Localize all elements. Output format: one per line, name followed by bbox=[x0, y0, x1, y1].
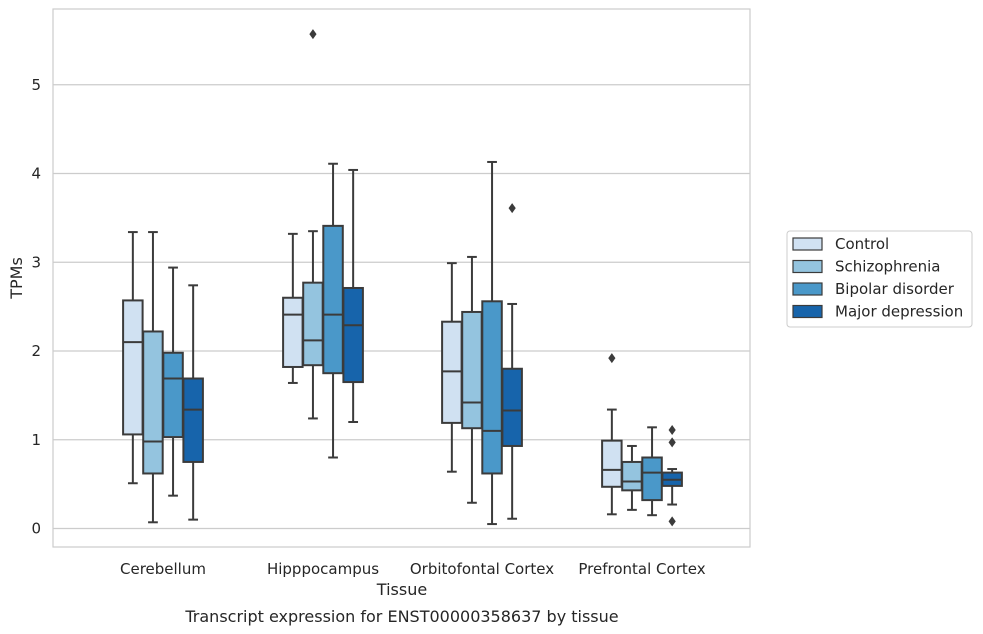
legend-label: Control bbox=[835, 235, 889, 253]
legend-item-bipolar-disorder: Bipolar disorder bbox=[792, 280, 955, 298]
y-tick-label: 0 bbox=[31, 520, 41, 538]
box-major-depression-cerebellum bbox=[182, 284, 204, 521]
gridlines bbox=[53, 84, 750, 530]
box-control-prefrontal-cortex bbox=[601, 353, 623, 516]
iqr-box bbox=[182, 377, 204, 463]
box-schizophrenia-cerebellum bbox=[142, 231, 164, 524]
x-tick-label-orbitofontal-cortex: Orbitofontal Cortex bbox=[410, 560, 554, 578]
boxplot-marks bbox=[122, 29, 683, 527]
y-axis-label: TPMs bbox=[7, 257, 26, 300]
box-major-depression-orbitofontal-cortex bbox=[501, 203, 523, 520]
box-schizophrenia-hipppocampus bbox=[302, 29, 324, 420]
box-schizophrenia-orbitofontal-cortex bbox=[461, 255, 483, 504]
box-major-depression-prefrontal-cortex bbox=[661, 424, 683, 527]
y-axis-ticks: 0 1 2 3 4 5 bbox=[31, 76, 41, 538]
legend-swatch bbox=[792, 237, 823, 251]
y-tick-label: 2 bbox=[31, 342, 41, 360]
legend-item-control: Control bbox=[792, 235, 889, 253]
box-bipolar-disorder-orbitofontal-cortex bbox=[481, 160, 503, 526]
box-control-cerebellum bbox=[122, 231, 144, 485]
x-axis-ticks: Cerebellum Hipppocampus Orbitofontal Corte… bbox=[120, 560, 706, 578]
iqr-box bbox=[142, 330, 164, 475]
legend-swatch bbox=[792, 259, 823, 274]
iqr-box bbox=[501, 367, 523, 447]
legend-swatch bbox=[792, 304, 823, 319]
box-bipolar-disorder-hipppocampus bbox=[322, 162, 344, 459]
outlier-point bbox=[668, 424, 676, 435]
box-control-hipppocampus bbox=[282, 232, 304, 384]
chart-caption: Transcript expression for ENST0000035863… bbox=[184, 607, 618, 626]
iqr-box bbox=[162, 351, 184, 439]
y-tick-label: 5 bbox=[31, 76, 41, 94]
iqr-box bbox=[342, 286, 364, 384]
box-bipolar-disorder-prefrontal-cortex bbox=[641, 426, 663, 517]
y-tick-label: 4 bbox=[31, 165, 41, 183]
iqr-box bbox=[481, 300, 503, 475]
outlier-point bbox=[608, 353, 616, 364]
y-tick-label: 3 bbox=[31, 253, 41, 271]
legend-swatch bbox=[792, 282, 823, 296]
iqr-box bbox=[322, 224, 344, 375]
outlier-point bbox=[668, 516, 676, 527]
outlier-point bbox=[508, 203, 516, 214]
box-major-depression-hipppocampus bbox=[342, 168, 364, 423]
box-bipolar-disorder-cerebellum bbox=[162, 266, 184, 497]
outlier-point bbox=[668, 437, 676, 448]
legend: Control Schizophrenia Bipolar disorder Majo… bbox=[786, 230, 973, 328]
legend-item-major-depression: Major depression bbox=[792, 303, 963, 321]
iqr-box bbox=[302, 281, 324, 367]
y-tick-label: 1 bbox=[31, 431, 41, 449]
plot-frame bbox=[52, 8, 751, 548]
legend-item-schizophrenia: Schizophrenia bbox=[792, 258, 940, 276]
iqr-box bbox=[122, 299, 144, 436]
box-schizophrenia-prefrontal-cortex bbox=[621, 444, 643, 511]
x-tick-label-hipppocampus: Hipppocampus bbox=[267, 560, 379, 578]
iqr-box bbox=[621, 460, 643, 492]
x-axis-label: Tissue bbox=[376, 580, 427, 599]
legend-label: Major depression bbox=[835, 303, 963, 321]
x-tick-label-cerebellum: Cerebellum bbox=[120, 560, 206, 578]
iqr-box bbox=[461, 310, 483, 430]
box-control-orbitofontal-cortex bbox=[441, 262, 463, 473]
outlier-point bbox=[309, 29, 317, 40]
legend-frame bbox=[786, 230, 973, 328]
iqr-box bbox=[601, 439, 623, 488]
legend-label: Schizophrenia bbox=[835, 258, 940, 276]
x-tick-label-prefrontal-cortex: Prefrontal Cortex bbox=[578, 560, 705, 578]
legend-label: Bipolar disorder bbox=[835, 280, 955, 298]
iqr-box bbox=[282, 296, 304, 368]
iqr-box bbox=[641, 456, 663, 502]
